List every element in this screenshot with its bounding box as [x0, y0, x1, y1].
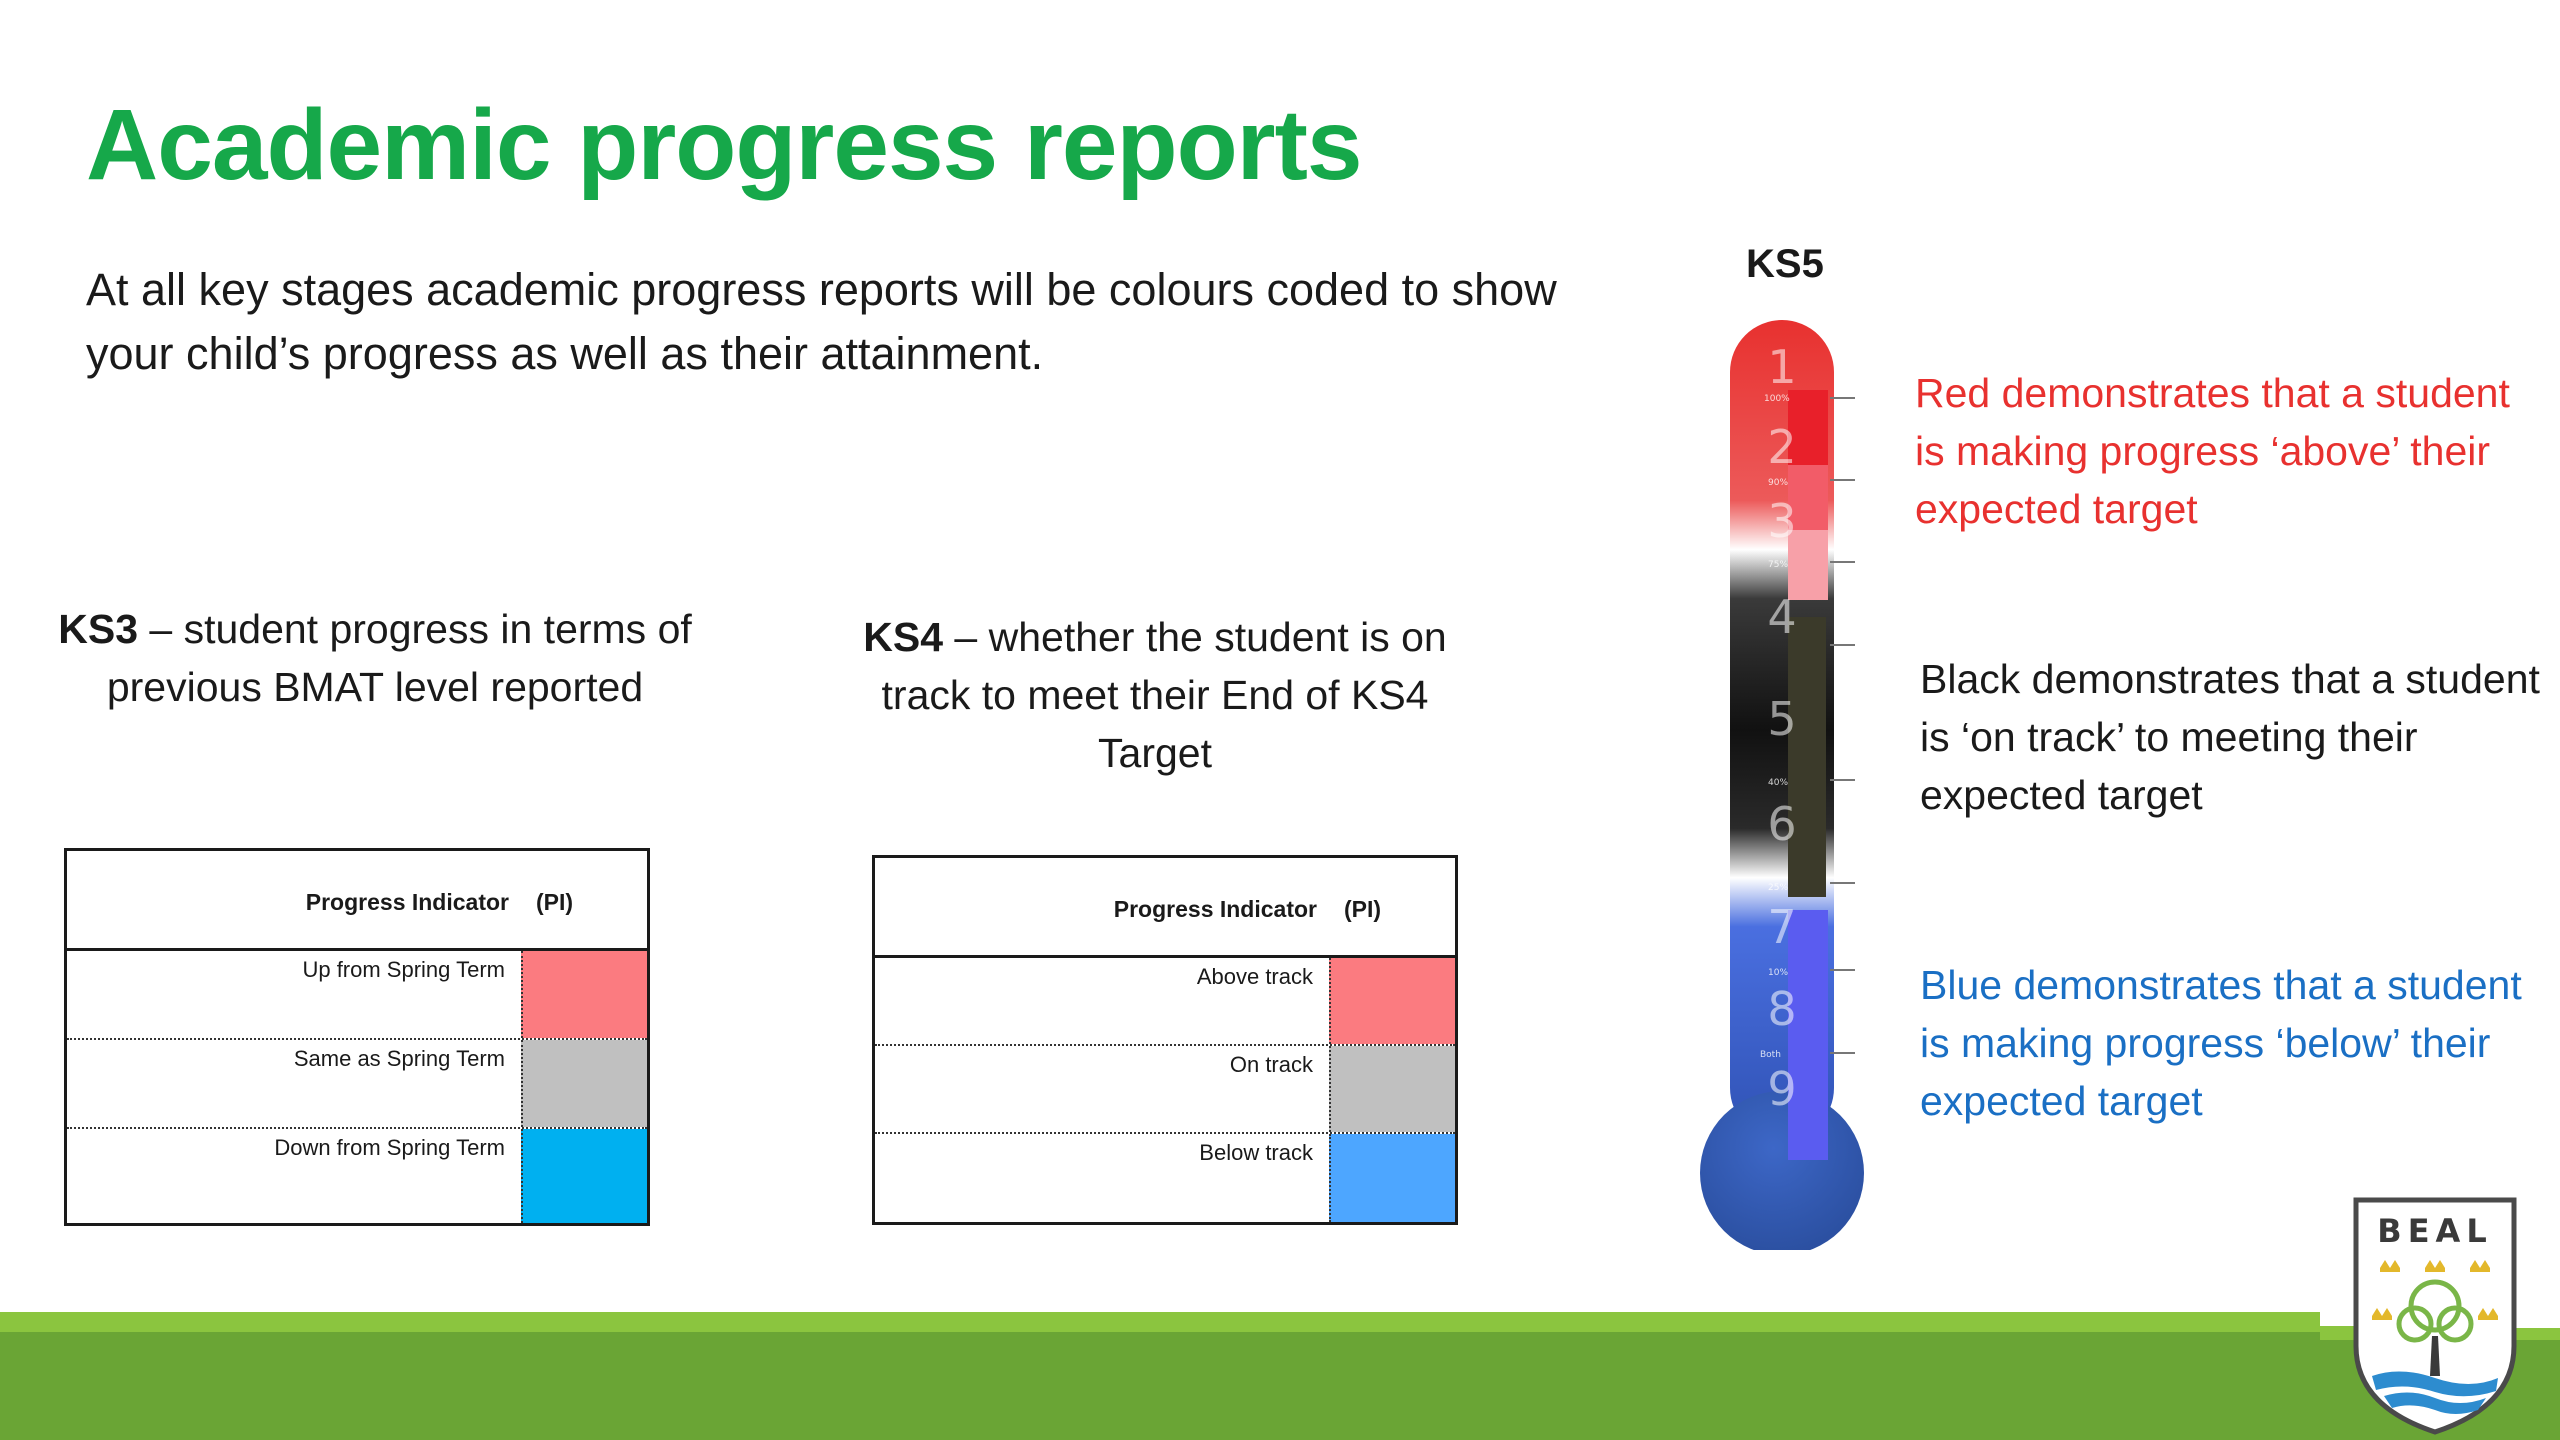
intro-text: At all key stages academic progress repo…: [86, 264, 1557, 379]
ks3-row-same: Same as Spring Term: [67, 1040, 647, 1129]
svg-text:BEAL: BEAL: [2377, 1212, 2492, 1250]
thermometer-indicator-olive: [1788, 617, 1826, 897]
thermometer-number: 6: [1767, 797, 1796, 851]
ks3-description-text: – student progress in terms of previous …: [106, 606, 692, 710]
ks4-table-header: Progress Indicator (PI): [875, 858, 1455, 958]
thermometer-number: 8: [1767, 982, 1796, 1036]
red-statement: Red demonstrates that a student is makin…: [1915, 370, 2510, 532]
ks3-description: KS3 – student progress in terms of previ…: [50, 600, 700, 716]
thermometer-tick-label: 10%: [1768, 968, 1788, 978]
thermometer-number: 7: [1767, 900, 1796, 954]
ks3-row-up: Up from Spring Term: [67, 951, 647, 1040]
ks3-row-label: Down from Spring Term: [274, 1135, 505, 1160]
ks3-header-label: Progress Indicator: [305, 889, 509, 915]
ks3-swatch-red: [521, 951, 647, 1038]
ks3-row-label: Same as Spring Term: [293, 1046, 505, 1071]
page-title: Academic progress reports: [86, 89, 1362, 201]
ks3-progress-table: Progress Indicator (PI) Up from Spring T…: [64, 848, 650, 1226]
ks4-header-abbr: (PI): [1343, 896, 1381, 922]
footer-band: [0, 1312, 2560, 1440]
ks3-row-down: Down from Spring Term: [67, 1129, 647, 1223]
thermometer-number: 9: [1767, 1062, 1796, 1116]
ks5-label: KS5: [1746, 242, 1824, 286]
thermometer-indicator-red: [1788, 390, 1828, 465]
ks4-label: KS4: [863, 614, 944, 660]
ks3-swatch-blue: [521, 1129, 647, 1223]
black-statement: Black demonstrates that a student is ‘on…: [1920, 656, 2540, 818]
thermometer-indicator-blue: [1788, 910, 1828, 1160]
thermometer-tick-label: 100%: [1764, 394, 1790, 404]
ks4-swatch-grey: [1329, 1046, 1455, 1132]
ks3-table-header: Progress Indicator (PI): [67, 851, 647, 951]
ks3-row-label: Up from Spring Term: [302, 957, 505, 982]
ks3-swatch-grey: [521, 1040, 647, 1127]
ks4-row-label: On track: [1229, 1052, 1313, 1077]
thermometer-number: 1: [1767, 340, 1796, 394]
thermometer-tick-label: Both: [1760, 1050, 1781, 1060]
ks4-description-text: – whether the student is on track to mee…: [881, 614, 1447, 776]
thermometer-tick-label: 25%: [1768, 883, 1788, 893]
thermometer-graphic: 1 2 3 4 5 6 7 8 9 100% 90% 75% 40% 25% 1…: [1700, 320, 1864, 1250]
ks4-row-on: On track: [875, 1046, 1455, 1134]
thermometer-number: 2: [1767, 420, 1796, 474]
ks3-header-abbr: (PI): [535, 889, 573, 915]
blue-statement: Blue demonstrates that a student is maki…: [1920, 962, 2522, 1124]
beal-school-logo-icon: BEAL: [2353, 1197, 2517, 1435]
ks4-row-above: Above track: [875, 958, 1455, 1046]
thermometer-tick-label: 40%: [1768, 778, 1788, 788]
thermometer-tick-label: 90%: [1768, 478, 1788, 488]
thermometer-indicator-lightpink: [1788, 530, 1828, 600]
ks3-label: KS3: [58, 606, 138, 652]
ks4-row-label: Below track: [1199, 1140, 1313, 1165]
thermometer-tick-label: 75%: [1768, 560, 1788, 570]
thermometer-number: 4: [1767, 590, 1796, 644]
thermometer-number: 3: [1767, 494, 1796, 548]
ks4-progress-table: Progress Indicator (PI) Above track On t…: [872, 855, 1458, 1225]
ks4-description: KS4 – whether the student is on track to…: [830, 608, 1480, 782]
ks4-row-below: Below track: [875, 1134, 1455, 1222]
ks4-header-label: Progress Indicator: [1113, 896, 1317, 922]
ks4-swatch-red: [1329, 958, 1455, 1044]
thermometer-number: 5: [1767, 692, 1796, 746]
ks4-swatch-blue: [1329, 1134, 1455, 1222]
ks4-row-label: Above track: [1196, 964, 1313, 989]
